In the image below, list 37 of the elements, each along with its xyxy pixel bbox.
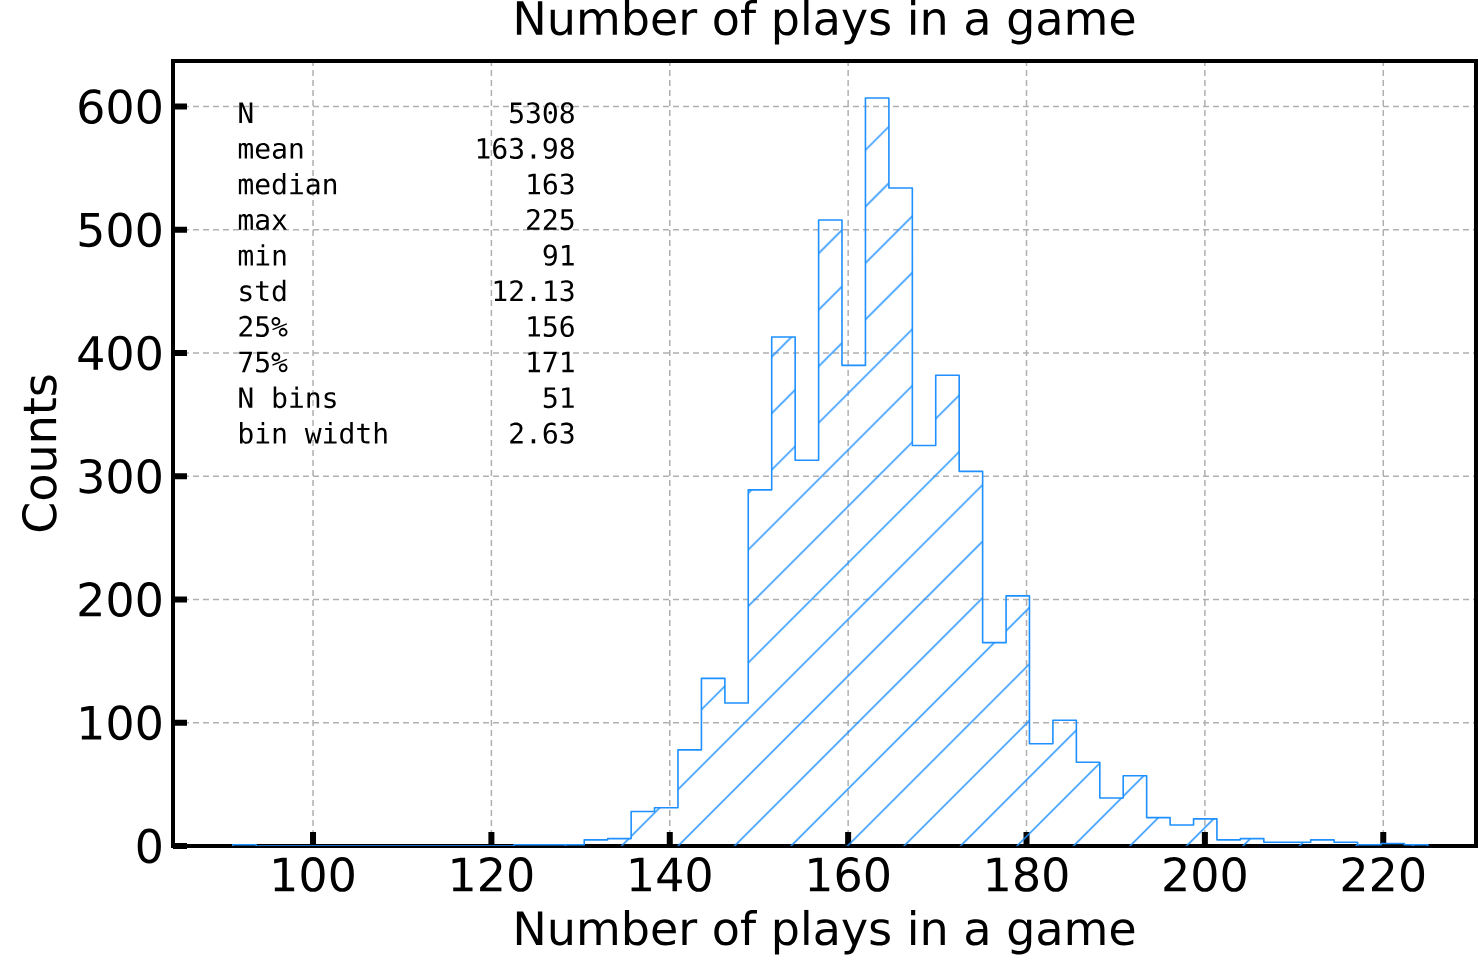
annotation: 12.13 (494, 280, 574, 302)
x-tick-label: 200 (1164, 857, 1246, 892)
x-tick-label: 180 (987, 857, 1068, 892)
y-tick-label: 200 (79, 582, 161, 617)
annotation: max (238, 214, 287, 231)
annotation: 163 (528, 173, 574, 195)
annotation: 75% (239, 351, 288, 373)
y-tick-label: 300 (79, 458, 161, 494)
y-axis-title: Counts (21, 375, 57, 532)
y-tick-label: 400 (78, 335, 161, 371)
x-tick-label: 140 (630, 857, 711, 892)
annotation: 225 (527, 208, 574, 231)
annotation: min (238, 244, 286, 266)
annotation: 51 (543, 387, 574, 409)
annotation: mean (238, 142, 303, 159)
x-tick-label: 100 (274, 857, 354, 892)
annotation: std (240, 279, 286, 302)
annotation: median (238, 172, 337, 195)
annotation: 156 (528, 315, 574, 338)
annotation: bin width (240, 422, 387, 444)
annotation: 25% (239, 315, 288, 338)
chart-title: Number of plays in a game (516, 0, 1135, 45)
y-tick-label: 0 (137, 828, 161, 864)
x-tick-label: 160 (809, 857, 889, 892)
annotation: 91 (543, 244, 574, 266)
annotation: 171 (528, 351, 574, 373)
x-tick-label: 120 (452, 857, 533, 892)
annotation: 163.98 (477, 137, 574, 159)
annotation: N bins (239, 386, 336, 409)
annotation: N (239, 102, 253, 124)
y-tick-label: 100 (81, 705, 161, 741)
x-axis-title: Number of plays in a game (516, 909, 1135, 955)
y-tick-label: 500 (79, 212, 161, 248)
x-tick-label: 220 (1342, 857, 1425, 892)
annotation: 2.63 (510, 422, 574, 444)
annotation: 5308 (510, 102, 574, 124)
y-tick-label: 600 (79, 89, 161, 124)
